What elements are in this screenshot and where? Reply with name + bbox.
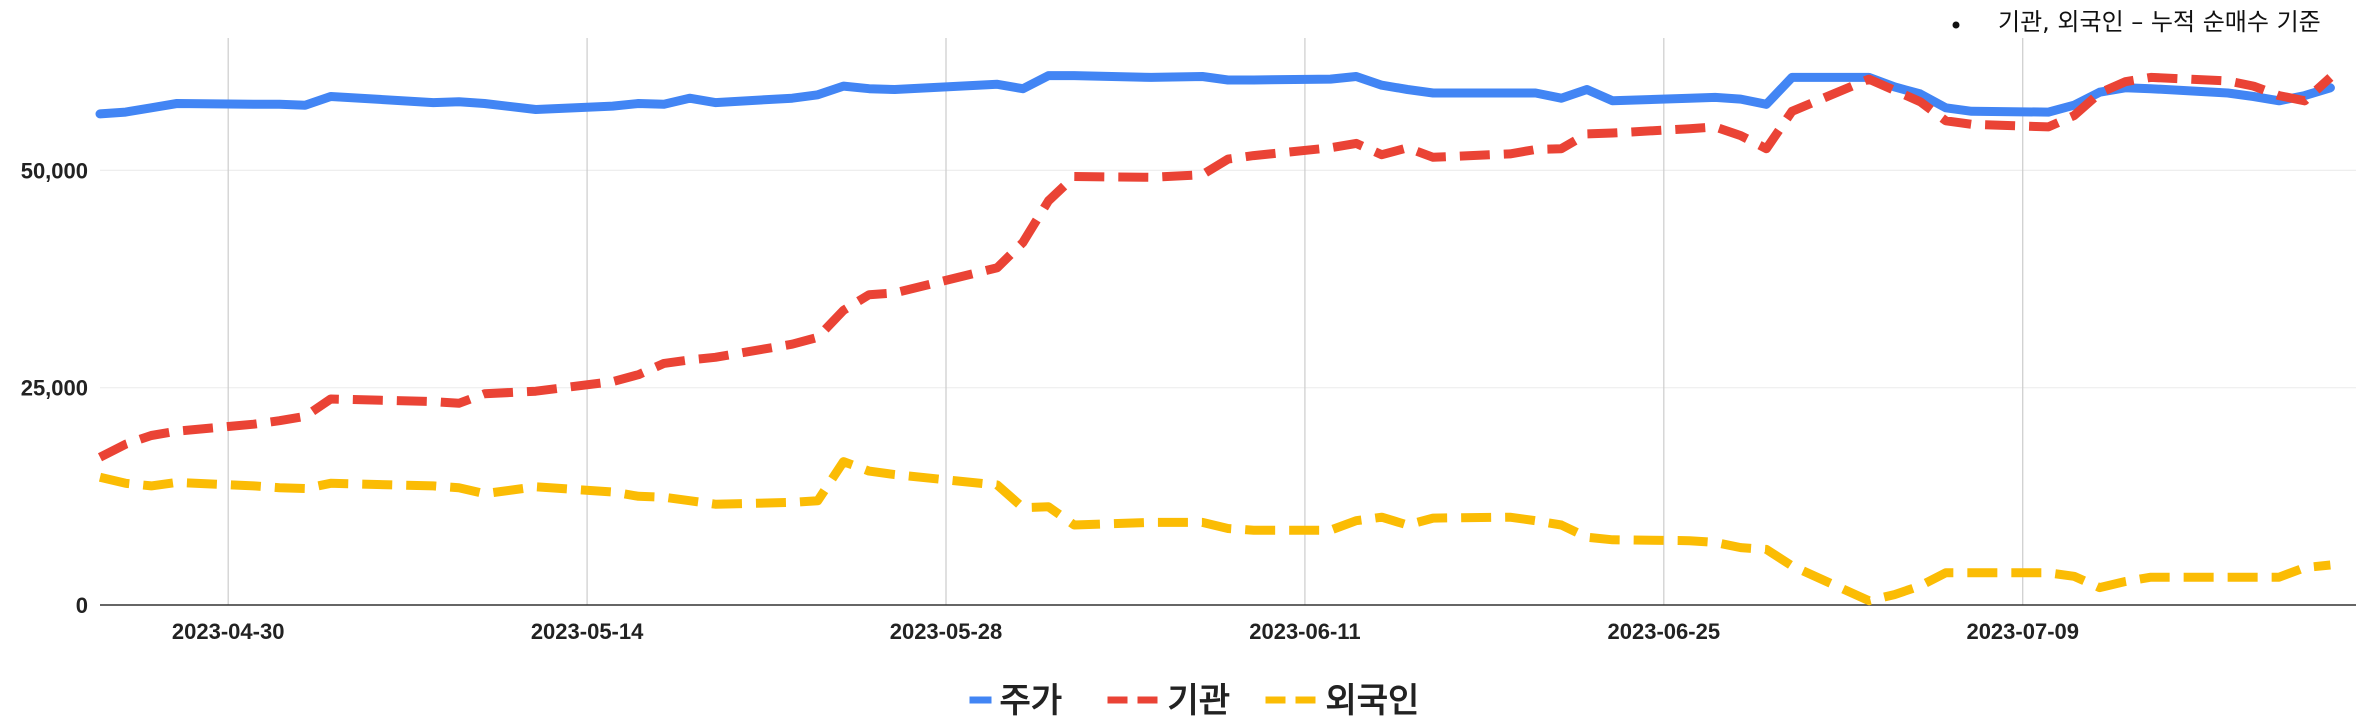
- y-tick-label: 50,000: [21, 158, 88, 183]
- x-tick-label: 2023-07-09: [1966, 619, 2079, 644]
- tick-labels: 0 25,000 50,000 2023-04-30 2023-05-14 2023-05…: [21, 158, 2079, 644]
- legend-label: 기관: [1168, 681, 1231, 721]
- x-tick-label: 2023-05-28: [890, 619, 1003, 644]
- y-tick-label: 25,000: [21, 376, 88, 401]
- series-lines: [95, 71, 2335, 606]
- note-text: 기관, 외국인 – 누적 순매수 기준: [1998, 8, 2321, 36]
- x-tick-label: 2023-05-14: [531, 619, 644, 644]
- legend-label: 외국인: [1326, 681, 1420, 721]
- y-tick-label: 0: [76, 593, 88, 618]
- legend-label: 주가: [1000, 681, 1063, 721]
- grid-lines: [100, 38, 2356, 605]
- x-tick-label: 2023-06-11: [1249, 619, 1360, 644]
- chart-note: 기관, 외국인 – 누적 순매수 기준: [1952, 8, 2321, 36]
- series-line-기관: [97, 72, 2334, 462]
- series-line-외국인: [98, 457, 2331, 606]
- legend-item: 외국인: [1265, 681, 1420, 721]
- x-tick-label: 2023-04-30: [172, 619, 285, 644]
- legend-item: 주가: [969, 681, 1063, 721]
- series-line-주가: [95, 71, 2335, 119]
- legend: 주가 기관 외국인: [969, 681, 1420, 721]
- x-tick-label: 2023-06-25: [1608, 619, 1721, 644]
- legend-item: 기관: [1107, 681, 1231, 721]
- note-bullet: [1952, 21, 1960, 29]
